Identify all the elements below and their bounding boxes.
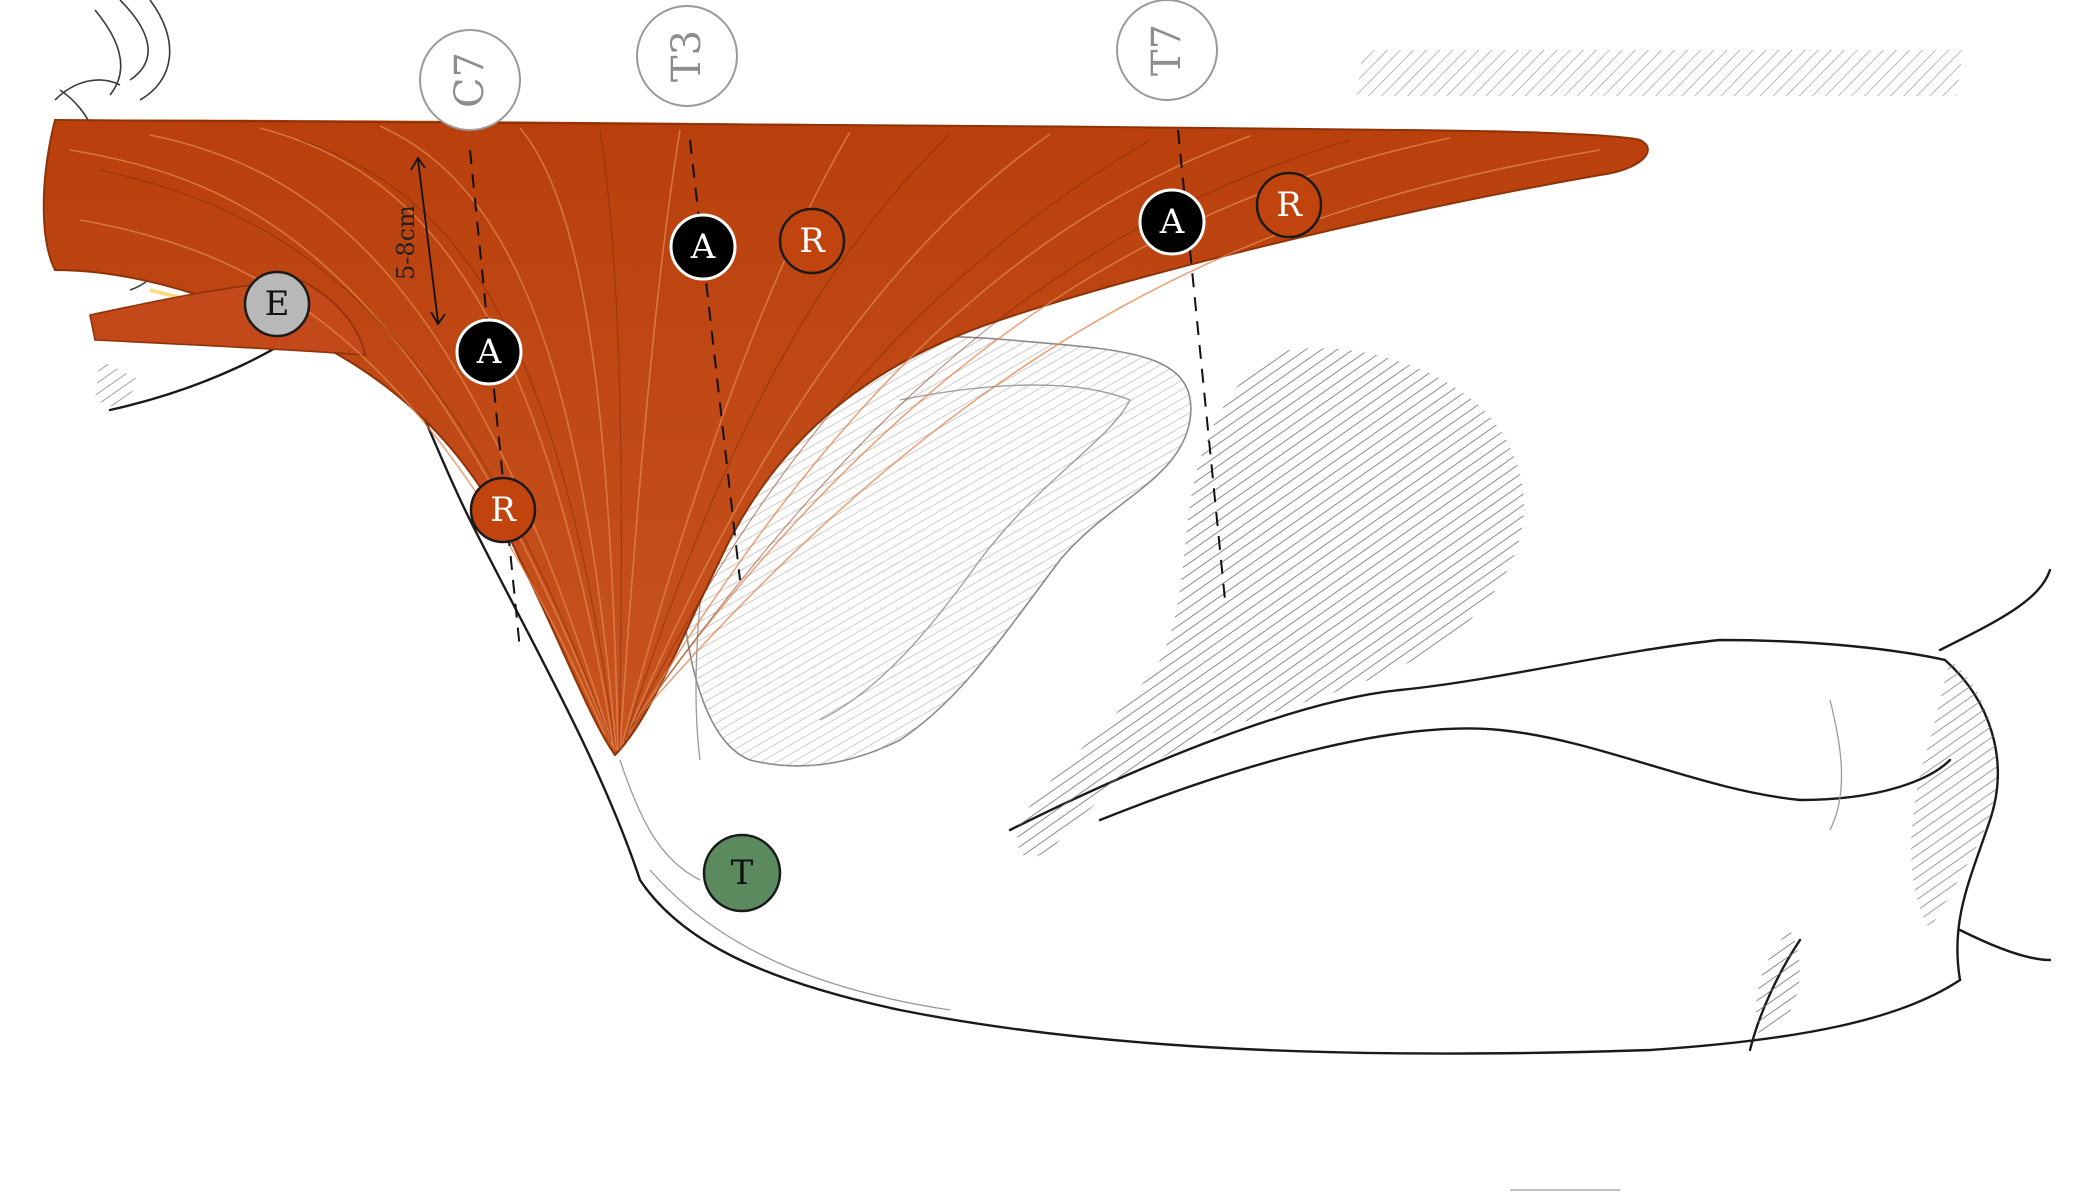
marker-a-t3-label: A — [690, 227, 716, 267]
vertebra-label-c7: C7 — [447, 52, 493, 108]
marker-e: E — [243, 270, 311, 338]
marker-r-c7-label: R — [490, 490, 517, 530]
marker-r-c7: R — [469, 476, 537, 544]
marker-a-t7: A — [1138, 188, 1206, 256]
hip-hatch — [95, 348, 1997, 1040]
marker-e-label: E — [265, 284, 290, 324]
marker-r-t3-label: R — [799, 221, 826, 261]
dimension-arrow: 5-8cm — [392, 156, 446, 326]
marker-a-c7: A — [455, 318, 523, 386]
marker-a-t3: A — [669, 213, 737, 281]
guide-line-c7 — [469, 149, 521, 651]
vertebra-label-t7: T7 — [1144, 24, 1190, 76]
marker-r-t7: R — [1255, 171, 1323, 239]
guide-line-t3 — [689, 139, 741, 581]
dimension-label: 5-8cm — [392, 205, 420, 280]
marker-a-t7-label: A — [1159, 202, 1185, 242]
marker-r-t7-label: R — [1276, 185, 1303, 225]
marker-t-label: T — [731, 853, 754, 893]
sketch-lines — [619, 699, 1843, 1191]
marker-a-c7-label: A — [476, 332, 502, 372]
vertebra-badge-t7: T7 — [1116, 0, 1218, 101]
vertebra-badge-t3: T3 — [636, 5, 738, 107]
marker-t: T — [702, 833, 782, 913]
top-hatch-band — [1356, 50, 1963, 96]
vertebra-badge-c7: C7 — [419, 29, 521, 131]
vertebra-label-t3: T3 — [664, 30, 710, 82]
marker-r-t3: R — [778, 207, 846, 275]
